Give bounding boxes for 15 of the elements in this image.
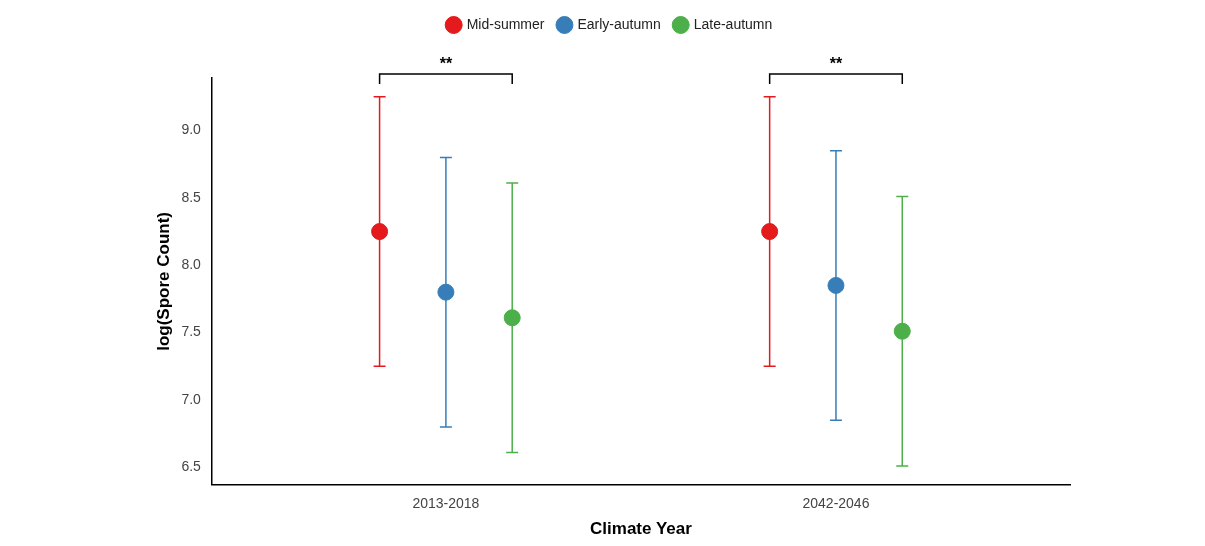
x-tick-label: 2042-2046 [802,495,870,512]
y-tick-label: 9.0 [181,121,202,138]
y-tick-label: 7.5 [181,323,202,340]
x-tick-label: 2013-2018 [412,495,480,512]
y-tick-label: 7.0 [181,390,202,407]
legend-label: Mid-summer [466,15,545,32]
legend-label: Late-autumn [693,15,773,32]
y-axis-title: log(Spore Count) [153,211,173,351]
y-tick-label: 8.5 [181,188,202,205]
y-tick-label: 6.5 [181,458,202,475]
y-tick-label: 8.0 [181,256,202,273]
x-axis-title: Climate Year [590,519,693,539]
legend-label: Early-autumn [577,15,661,32]
text: ** [829,55,843,73]
text: ** [439,55,453,73]
